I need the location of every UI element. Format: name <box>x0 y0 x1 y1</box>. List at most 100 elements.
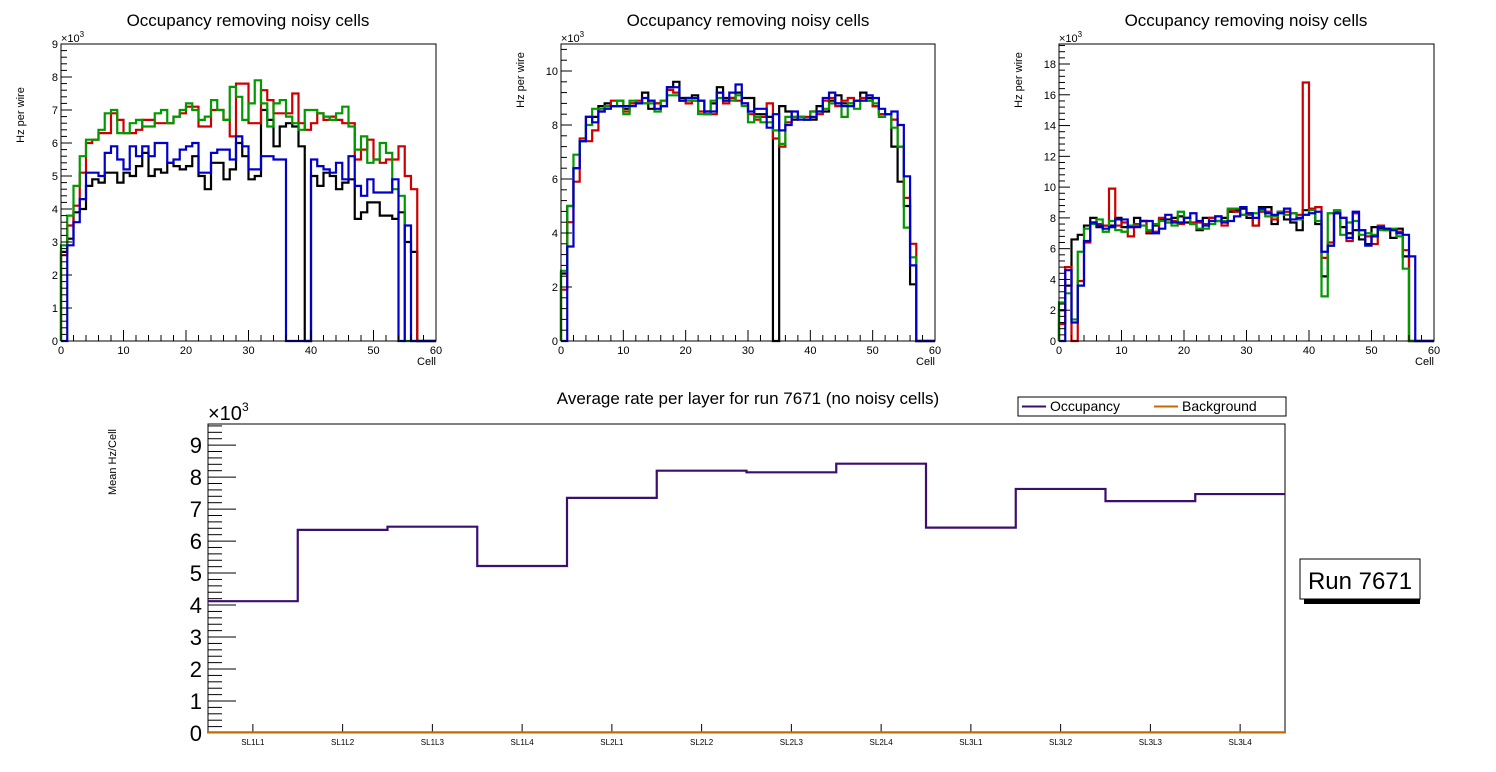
y-tick-label: 4 <box>1050 274 1056 286</box>
x-tick-label: 0 <box>558 345 564 357</box>
x-tick-label: 40 <box>305 345 317 357</box>
y-tick-label: 4 <box>190 593 202 618</box>
x-axis-label: Cell <box>916 356 935 368</box>
x-category-label: SL1L4 <box>511 738 535 747</box>
y-tick-label: 3 <box>52 237 58 249</box>
chart-title: Occupancy removing noisy cells <box>627 11 870 30</box>
y-axis-label: Hz per wire <box>515 52 527 108</box>
y-tick-label: 9 <box>52 39 58 51</box>
chart-occ1: Occupancy removing noisy cells 0 1 2 3 4 5 6 7 8 9… <box>15 11 442 368</box>
series-blue <box>1059 206 1434 343</box>
y-tick-label: 0 <box>1050 336 1056 348</box>
x-category-label: SL2L4 <box>870 738 894 747</box>
series-red <box>559 88 935 343</box>
y-multiplier-exp: 3 <box>80 30 85 39</box>
series-black <box>59 108 436 343</box>
y-tick-label: 2 <box>552 282 558 294</box>
x-tick-label: 20 <box>180 345 192 357</box>
y-tick-label: 4 <box>552 228 558 240</box>
x-category-label: SL2L1 <box>600 738 624 747</box>
run-label-shadow <box>1304 599 1420 604</box>
x-tick-label: 20 <box>680 345 692 357</box>
y-tick-label: 2 <box>190 657 202 682</box>
y-tick-label: 2 <box>52 270 58 282</box>
legend-label-background: Background <box>1182 398 1257 414</box>
series-blue <box>561 83 935 343</box>
x-tick-label: 40 <box>804 345 816 357</box>
legend-box <box>1017 396 1287 417</box>
chart-title: Average rate per layer for run 7671 (no … <box>557 389 939 408</box>
y-multiplier: ×103 <box>561 30 585 45</box>
x-tick-label: 0 <box>1056 345 1062 357</box>
x-tick-label: 30 <box>1240 345 1252 357</box>
x-tick-label: 60 <box>929 345 941 357</box>
y-tick-label: 0 <box>52 336 58 348</box>
series-occupancy <box>208 462 1285 603</box>
y-tick-label: 0 <box>190 721 202 746</box>
series-blue <box>61 135 436 343</box>
y-tick-label: 1 <box>190 689 202 714</box>
x-tick-label: 10 <box>117 345 129 357</box>
y-tick-label: 5 <box>52 171 58 183</box>
chart-title: Occupancy removing noisy cells <box>1125 11 1368 30</box>
x-category-label: SL1L2 <box>331 738 355 747</box>
y-tick-label: 8 <box>1050 213 1056 225</box>
x-tick-label: 0 <box>58 345 64 357</box>
x-tick-label: 20 <box>1178 345 1190 357</box>
x-category-label: SL1L1 <box>241 738 265 747</box>
x-category-label: SL3L1 <box>959 738 983 747</box>
run-label-box: Run 7671 <box>1299 558 1421 604</box>
run-label: Run 7671 <box>1308 568 1412 595</box>
y-tick-label: 6 <box>52 138 58 150</box>
legend-label-occupancy: Occupancy <box>1050 398 1120 414</box>
y-tick-label: 12 <box>1044 151 1056 163</box>
x-category-label: SL3L4 <box>1229 738 1253 747</box>
y-multiplier-base: ×10 <box>561 33 580 45</box>
y-tick-label: 0 <box>552 336 558 348</box>
y-tick-label: 6 <box>190 529 202 554</box>
x-axis-label: Cell <box>1415 356 1434 368</box>
y-tick-label: 5 <box>190 561 202 586</box>
y-tick-label: 8 <box>552 120 558 132</box>
x-category-label: SL1L3 <box>421 738 445 747</box>
x-tick-label: 40 <box>1303 345 1315 357</box>
x-tick-label: 30 <box>742 345 754 357</box>
x-tick-label: 10 <box>1115 345 1127 357</box>
y-tick-label: 18 <box>1044 59 1056 71</box>
x-tick-label: 60 <box>1428 345 1440 357</box>
x-axis-label: Cell <box>417 356 436 368</box>
y-tick-label: 16 <box>1044 90 1056 102</box>
y-tick-label: 8 <box>52 72 58 84</box>
y-tick-label: 1 <box>52 303 58 315</box>
series-green <box>59 79 436 343</box>
run-label-frame <box>1299 558 1421 600</box>
plot-frame <box>560 43 936 342</box>
y-multiplier: ×103 <box>61 30 85 45</box>
y-tick-label: 10 <box>546 66 558 78</box>
y-multiplier-exp: 3 <box>580 30 585 39</box>
legend: Occupancy Background <box>1017 396 1287 417</box>
x-tick-label: 30 <box>242 345 254 357</box>
x-category-label: SL2L3 <box>780 738 804 747</box>
y-multiplier-exp: 3 <box>1078 30 1083 39</box>
y-tick-label: 14 <box>1044 121 1056 133</box>
y-tick-label: 8 <box>190 465 202 490</box>
chart-occ3: Occupancy removing noisy cells 0 2 4 6 8 10 12 1… <box>1013 11 1440 368</box>
y-tick-label: 10 <box>1044 182 1056 194</box>
chart-occ2: Occupancy removing noisy cells 0 2 4 6 8 10 0 10… <box>515 11 941 368</box>
y-multiplier: ×103 <box>208 400 249 425</box>
y-tick-label: 7 <box>190 497 202 522</box>
series-green <box>559 94 935 343</box>
y-multiplier-base: ×10 <box>61 33 80 45</box>
y-tick-label: 2 <box>1050 305 1056 317</box>
x-category-label: SL2L2 <box>690 738 714 747</box>
y-multiplier-base: ×10 <box>1059 33 1078 45</box>
y-tick-label: 6 <box>1050 244 1056 256</box>
x-tick-label: 60 <box>430 345 442 357</box>
x-tick-label: 50 <box>867 345 879 357</box>
x-category-label: SL3L3 <box>1139 738 1163 747</box>
y-tick-label: 4 <box>52 204 58 216</box>
chart-avg: Average rate per layer for run 7671 (no … <box>107 389 1421 747</box>
y-tick-label: 7 <box>52 105 58 117</box>
